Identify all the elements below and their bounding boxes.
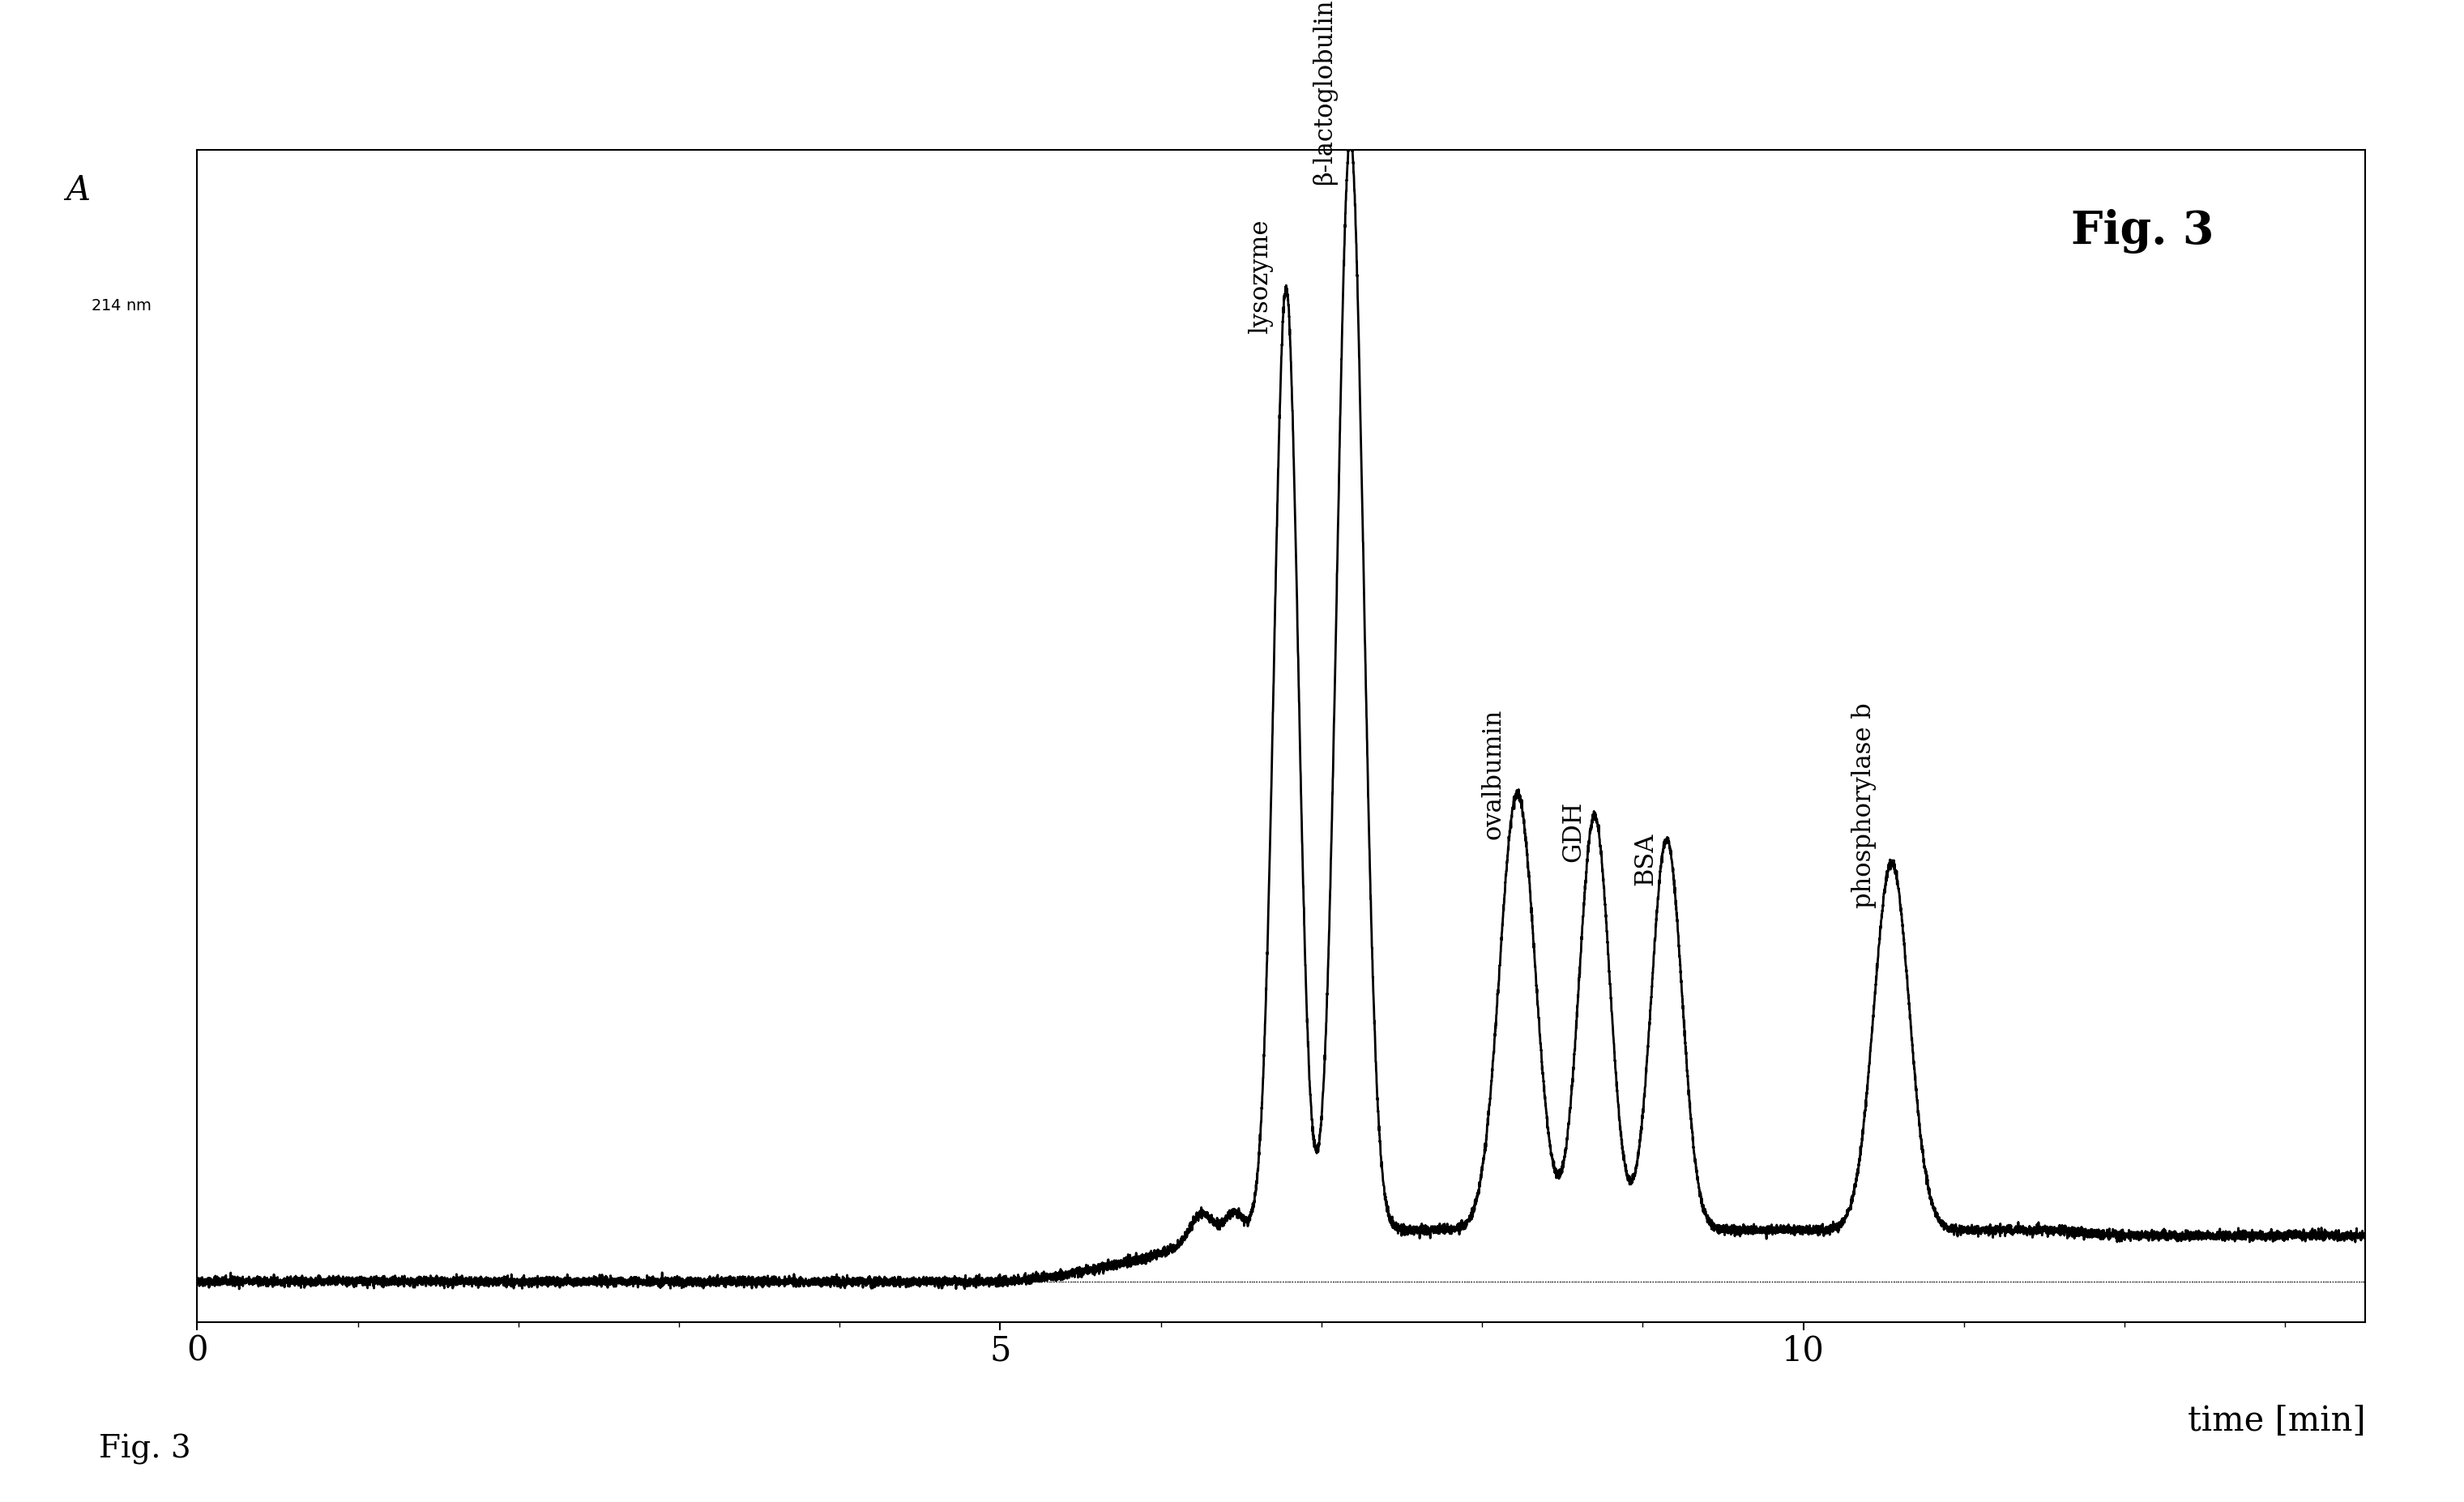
Text: β-lactoglobulin: β-lactoglobulin	[1313, 0, 1338, 185]
Text: time [min]: time [min]	[2188, 1404, 2365, 1437]
Text: A: A	[67, 174, 91, 207]
Text: GDH: GDH	[1562, 802, 1587, 862]
Text: BSA: BSA	[1634, 832, 1658, 885]
Text: lysozyme: lysozyme	[1247, 219, 1274, 333]
Text: ovalbumin: ovalbumin	[1481, 709, 1506, 840]
Text: phosphorylase b: phosphorylase b	[1853, 703, 1878, 909]
Text: $_{214\ \mathrm{nm}}$: $_{214\ \mathrm{nm}}$	[91, 291, 153, 312]
Text: Fig. 3: Fig. 3	[99, 1434, 190, 1464]
Text: Fig. 3: Fig. 3	[2070, 209, 2213, 254]
